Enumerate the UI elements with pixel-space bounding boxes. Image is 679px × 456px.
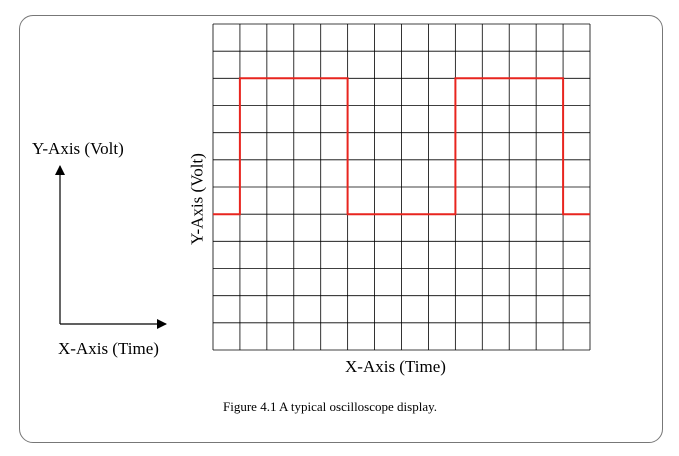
figure-frame bbox=[19, 15, 663, 443]
screen-y-axis-label: Y-Axis (Volt) bbox=[187, 153, 207, 245]
side-x-axis-label: X-Axis (Time) bbox=[58, 339, 159, 358]
screen-x-axis-label: X-Axis (Time) bbox=[345, 357, 446, 376]
square-wave-trace bbox=[213, 77, 590, 216]
oscilloscope-grid bbox=[212, 23, 591, 351]
signal-trace-layer bbox=[213, 77, 590, 216]
reference-axes bbox=[55, 165, 167, 329]
figure-caption: Figure 4.1 A typical oscilloscope displa… bbox=[223, 399, 437, 414]
side-y-axis-label: Y-Axis (Volt) bbox=[32, 139, 124, 158]
